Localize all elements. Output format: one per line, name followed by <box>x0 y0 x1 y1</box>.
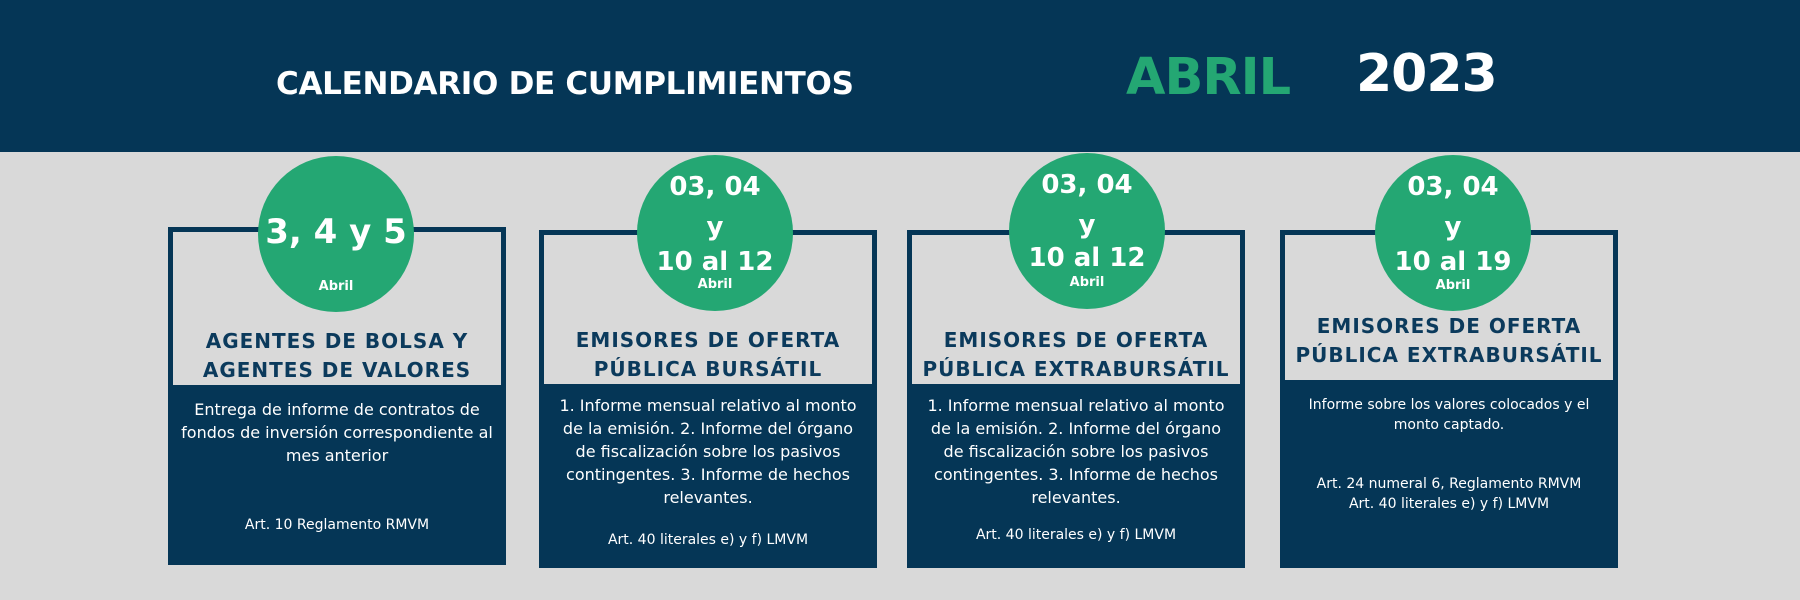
card-heading-line: EMISORES DE OFERTA <box>575 328 841 352</box>
card-description: 1. Informe mensual relativo al monto de … <box>559 396 857 507</box>
date-badge: 03, 04 y 10 al 12 Abril <box>1009 153 1165 309</box>
date-badge-text: 3, 4 y 5 <box>265 212 407 252</box>
card-reference: Art. 40 literales e) y f) LMVM <box>1348 496 1550 512</box>
card-description: 1. Informe mensual relativo al monto de … <box>927 396 1225 507</box>
page-title: CALENDARIO DE CUMPLIMIENTOS <box>276 66 854 102</box>
card-heading-line: AGENTES DE VALORES <box>202 358 472 382</box>
date-badge: 03, 04 y 10 al 12 Abril <box>637 155 793 311</box>
card-body <box>539 384 877 568</box>
card-heading-line: EMISORES DE OFERTA <box>943 328 1209 352</box>
card-body <box>168 385 506 565</box>
date-badge-text: 03, 04 <box>1041 170 1133 200</box>
header-banner: CALENDARIO DE CUMPLIMIENTOS ABRIL 2023 <box>0 0 1800 152</box>
card-body <box>1280 380 1618 568</box>
date-badge-text: y <box>1444 212 1462 242</box>
date-badge-month: Abril <box>1069 275 1105 290</box>
date-badge: 03, 04 y 10 al 19 Abril <box>1375 155 1531 311</box>
date-badge-month: Abril <box>697 277 733 292</box>
card-description: Entrega de informe de contratos de fondo… <box>181 400 493 465</box>
card-heading-line: AGENTES DE BOLSA Y <box>205 329 469 353</box>
card-reference: Art. 24 numeral 6, Reglamento RMVM <box>1316 476 1582 492</box>
card-heading-line: EMISORES DE OFERTA <box>1316 314 1582 338</box>
compliance-card-valores-colocados: EMISORES DE OFERTA PÚBLICA EXTRABURSÁTIL… <box>1280 230 1618 568</box>
date-badge-text: y <box>1078 210 1096 240</box>
card-heading-line: PÚBLICA BURSÁTIL <box>593 357 823 381</box>
date-badge-month: Abril <box>318 279 354 294</box>
card-heading-line: PÚBLICA EXTRABURSÁTIL <box>922 357 1230 381</box>
card-description: Informe sobre los valores colocados y el… <box>1308 397 1590 433</box>
compliance-card-oferta-extrabursatil: EMISORES DE OFERTA PÚBLICA EXTRABURSÁTIL… <box>907 230 1245 568</box>
card-reference: Art. 10 Reglamento RMVM <box>244 517 430 533</box>
card-reference: Art. 40 literales e) y f) LMVM <box>975 527 1177 543</box>
date-badge-text: 10 al 19 <box>1394 247 1512 277</box>
card-reference: Art. 40 literales e) y f) LMVM <box>607 532 809 548</box>
date-badge-text: y <box>706 212 724 242</box>
date-badge-text: 03, 04 <box>669 172 761 202</box>
date-badge-text: 03, 04 <box>1407 172 1499 202</box>
compliance-card-agentes-bolsa: AGENTES DE BOLSA Y AGENTES DE VALORES En… <box>168 227 506 565</box>
date-badge: 3, 4 y 5 Abril <box>258 156 414 312</box>
card-body <box>907 384 1245 568</box>
date-badge-text: 10 al 12 <box>656 247 774 277</box>
month-label: ABRIL <box>1126 48 1291 107</box>
date-badge-month: Abril <box>1435 278 1471 293</box>
card-heading-line: PÚBLICA EXTRABURSÁTIL <box>1295 343 1603 367</box>
date-badge-text: 10 al 12 <box>1028 243 1146 273</box>
year-label: 2023 <box>1356 44 1498 104</box>
